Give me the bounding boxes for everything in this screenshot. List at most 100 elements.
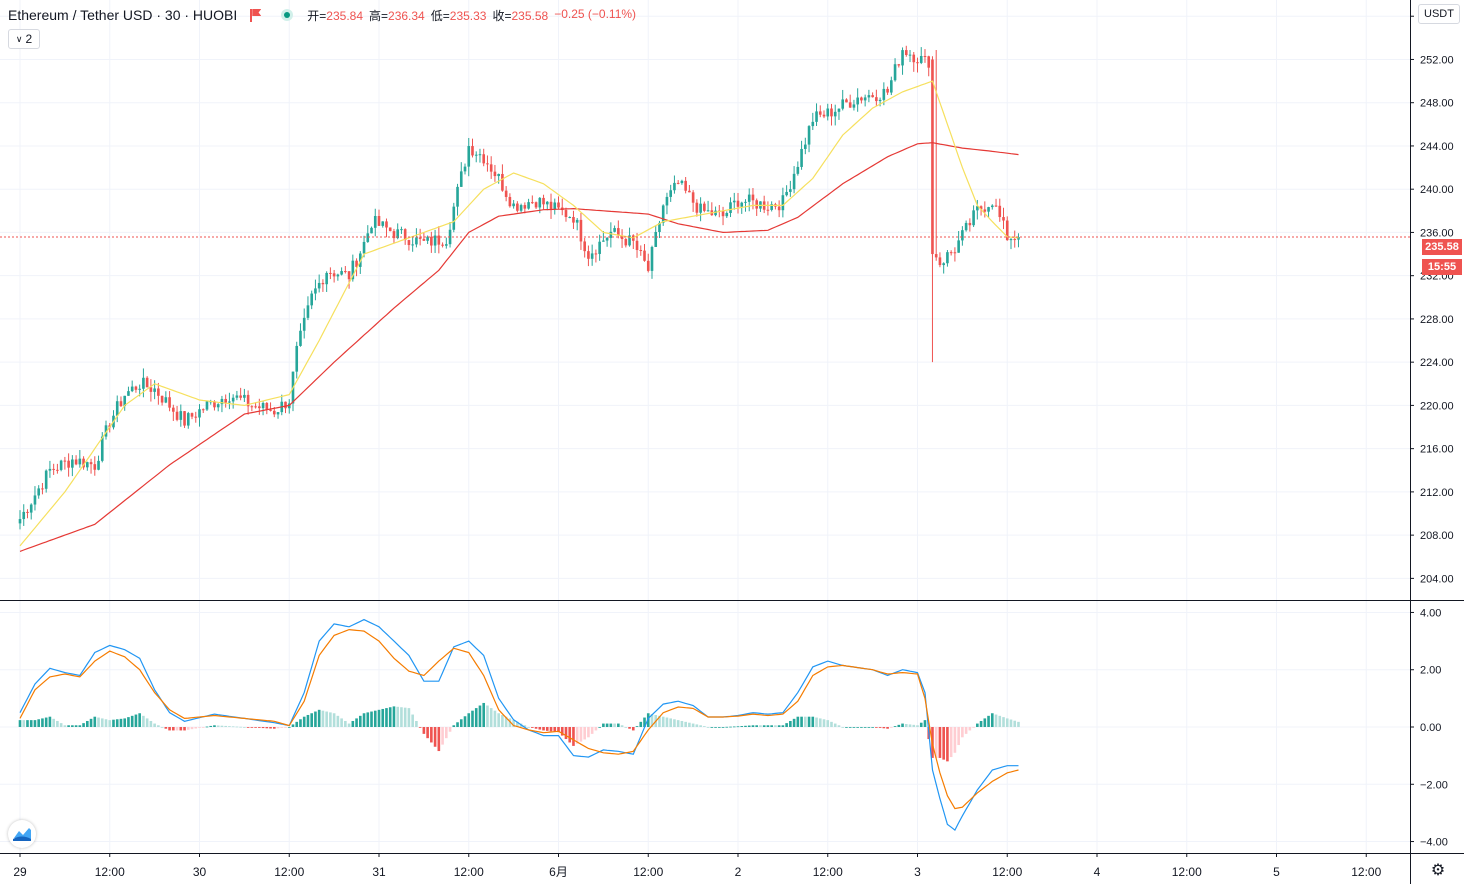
candle[interactable]	[516, 201, 519, 213]
candle[interactable]	[579, 212, 583, 250]
candle[interactable]	[377, 209, 381, 226]
candle[interactable]	[400, 226, 403, 234]
candle[interactable]	[269, 402, 272, 412]
candle[interactable]	[774, 202, 777, 210]
candle[interactable]	[897, 63, 901, 68]
candle[interactable]	[983, 201, 987, 218]
symbol-title[interactable]: Ethereum / Tether USD · 30 · HUOBI	[8, 7, 238, 23]
candle[interactable]	[680, 179, 684, 185]
candle[interactable]	[1002, 207, 1005, 230]
candle[interactable]	[949, 250, 953, 256]
candle[interactable]	[916, 57, 919, 73]
candle[interactable]	[486, 155, 489, 172]
candle[interactable]	[770, 201, 773, 212]
candle[interactable]	[149, 379, 153, 402]
candle[interactable]	[744, 199, 747, 212]
candle[interactable]	[153, 380, 156, 400]
candle[interactable]	[519, 203, 523, 213]
candle[interactable]	[863, 94, 867, 107]
candle[interactable]	[942, 262, 945, 274]
candle[interactable]	[329, 267, 332, 280]
candle[interactable]	[732, 192, 736, 210]
candle[interactable]	[201, 408, 205, 414]
candle[interactable]	[325, 271, 328, 292]
candle[interactable]	[957, 231, 960, 253]
candle[interactable]	[168, 391, 171, 412]
candle[interactable]	[478, 148, 482, 163]
candle[interactable]	[833, 104, 837, 126]
candle[interactable]	[314, 279, 317, 301]
candle[interactable]	[179, 404, 183, 427]
candle[interactable]	[815, 103, 818, 126]
candle[interactable]	[224, 394, 227, 408]
candle[interactable]	[837, 108, 841, 120]
candle[interactable]	[164, 391, 168, 404]
candle[interactable]	[183, 410, 186, 428]
candle[interactable]	[332, 269, 336, 283]
candle[interactable]	[590, 244, 594, 266]
candle[interactable]	[220, 395, 224, 413]
candle[interactable]	[987, 206, 990, 218]
candle[interactable]	[676, 180, 680, 185]
candle[interactable]	[459, 162, 463, 187]
candle[interactable]	[433, 229, 437, 254]
candle[interactable]	[71, 455, 74, 477]
candle[interactable]	[998, 198, 1002, 222]
candle[interactable]	[557, 196, 560, 209]
moving-average-slow-line[interactable]	[19, 142, 1019, 552]
candle[interactable]	[841, 89, 845, 111]
candle[interactable]	[157, 382, 160, 405]
candle[interactable]	[931, 56, 934, 363]
candle[interactable]	[52, 463, 55, 475]
candle[interactable]	[287, 399, 291, 414]
macd-line[interactable]	[19, 618, 1019, 832]
candle[interactable]	[115, 395, 119, 423]
candle[interactable]	[852, 99, 856, 111]
candle[interactable]	[74, 455, 78, 466]
candle[interactable]	[594, 249, 598, 263]
candle[interactable]	[501, 164, 504, 192]
candle[interactable]	[385, 218, 388, 238]
candle[interactable]	[934, 49, 938, 261]
candle[interactable]	[1017, 233, 1020, 248]
candle[interactable]	[366, 225, 370, 243]
candle[interactable]	[878, 97, 882, 107]
candle[interactable]	[1009, 238, 1013, 250]
candle[interactable]	[29, 503, 33, 520]
legend-toggle-button[interactable]: ∨ 2	[8, 29, 40, 49]
candle[interactable]	[904, 45, 908, 57]
candle[interactable]	[990, 204, 994, 210]
candle[interactable]	[534, 201, 538, 210]
candle[interactable]	[321, 279, 325, 292]
candle[interactable]	[59, 459, 63, 472]
candle[interactable]	[119, 396, 123, 407]
candle[interactable]	[78, 450, 82, 468]
candle[interactable]	[856, 88, 859, 112]
candle[interactable]	[964, 220, 968, 232]
candle[interactable]	[239, 387, 242, 401]
candle[interactable]	[190, 412, 194, 420]
candle[interactable]	[946, 249, 949, 267]
candle[interactable]	[706, 200, 710, 212]
candle[interactable]	[871, 92, 874, 98]
candle[interactable]	[650, 245, 654, 279]
candle[interactable]	[938, 252, 942, 268]
candle[interactable]	[979, 205, 983, 216]
candle[interactable]	[26, 509, 29, 519]
candle[interactable]	[351, 254, 355, 282]
candle[interactable]	[97, 455, 100, 471]
candle[interactable]	[445, 237, 448, 249]
macd-signal-line[interactable]	[19, 628, 1019, 810]
candle[interactable]	[127, 386, 130, 396]
candle[interactable]	[789, 180, 792, 197]
currency-label[interactable]: USDT	[1418, 4, 1460, 24]
candle[interactable]	[598, 234, 601, 261]
candle[interactable]	[228, 392, 231, 410]
candle[interactable]	[508, 193, 512, 208]
candle[interactable]	[48, 460, 52, 478]
candle[interactable]	[583, 237, 586, 258]
candle[interactable]	[830, 103, 833, 126]
candle[interactable]	[972, 205, 975, 228]
candle[interactable]	[18, 510, 22, 530]
